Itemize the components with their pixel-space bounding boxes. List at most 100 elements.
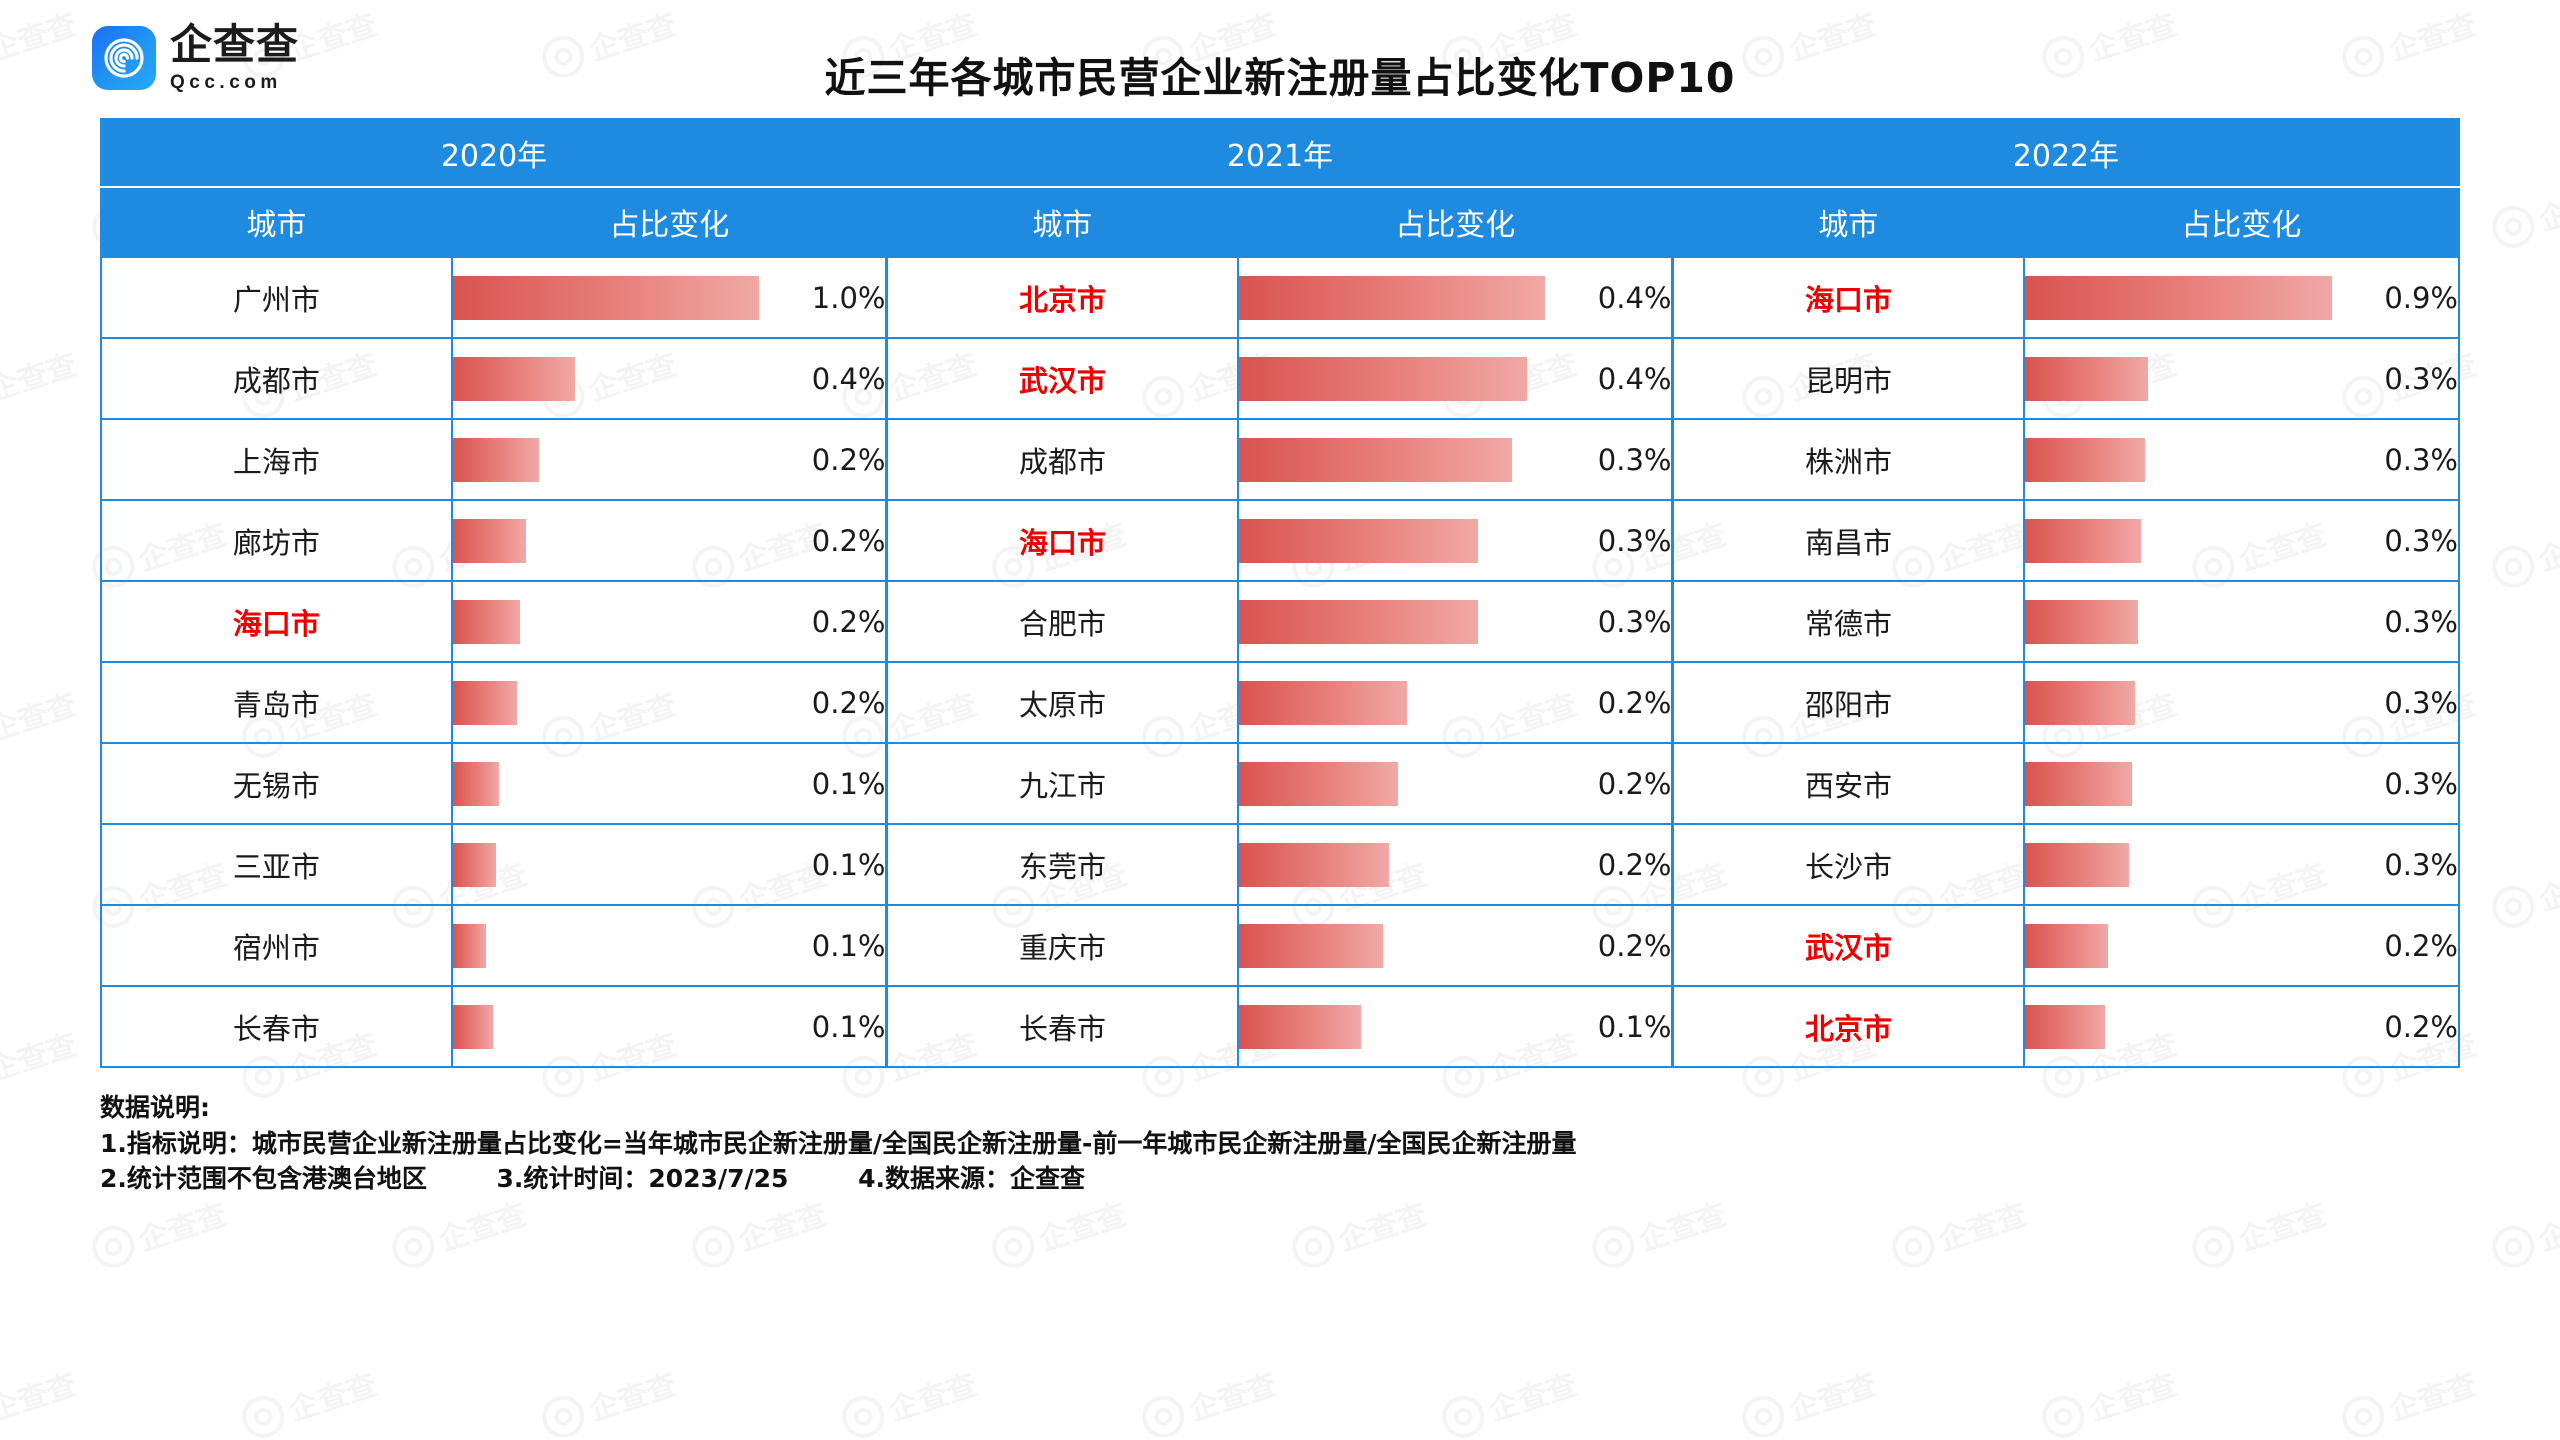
change-value: 0.3%	[2384, 766, 2458, 801]
city-name: 海口市	[1671, 256, 2025, 339]
city-name: 廊坊市	[100, 499, 453, 582]
change-bar-cell: 0.4%	[1236, 256, 1674, 339]
change-bar-cell: 0.4%	[450, 337, 888, 420]
value-bar	[1238, 761, 1399, 806]
watermark: 企查查	[1736, 1360, 1882, 1440]
value-bar	[1238, 1004, 1362, 1049]
change-bar-cell: 0.3%	[2022, 418, 2461, 501]
bar-track	[1238, 501, 1546, 580]
change-value: 0.3%	[1597, 523, 1672, 558]
col-header-change-2022: 占比变化	[2022, 186, 2461, 258]
change-value: 0.2%	[811, 604, 886, 639]
watermark: 企查查	[686, 1190, 832, 1274]
change-value: 0.3%	[1597, 442, 1672, 477]
change-value: 0.2%	[811, 523, 886, 558]
change-bar-cell: 0.2%	[2022, 904, 2461, 987]
watermark: 企查查	[0, 1360, 81, 1440]
year-header-2022: 2022年	[1671, 118, 2461, 188]
watermark: 企查查	[2486, 1190, 2560, 1274]
bar-track	[2024, 339, 2332, 418]
city-name: 西安市	[1671, 742, 2025, 825]
city-name: 长春市	[885, 985, 1239, 1068]
bar-track	[1238, 825, 1546, 904]
year-header-row: 2020年 2021年 2022年	[100, 118, 2461, 188]
city-name: 长沙市	[1671, 823, 2025, 906]
change-value: 0.3%	[2384, 442, 2458, 477]
change-bar-cell: 0.4%	[1236, 337, 1674, 420]
change-value: 0.2%	[811, 685, 886, 720]
city-name: 武汉市	[1671, 904, 2025, 987]
watermark: 企查查	[1436, 1360, 1582, 1440]
change-bar-cell: 0.9%	[2022, 256, 2461, 339]
value-bar	[1238, 923, 1383, 968]
bar-track	[452, 501, 760, 580]
watermark: 企查查	[1886, 1190, 2032, 1274]
bar-track	[1238, 582, 1546, 661]
bar-track	[452, 339, 760, 418]
watermark: 企查查	[2486, 850, 2560, 934]
city-name: 株洲市	[1671, 418, 2025, 501]
change-value: 0.9%	[2384, 280, 2458, 315]
bar-track	[452, 744, 760, 823]
change-value: 0.2%	[1597, 928, 1672, 963]
value-bar	[452, 761, 499, 806]
watermark: 企查查	[0, 340, 81, 424]
bar-track	[1238, 663, 1546, 742]
brand-logo[interactable]: 企查查 Qcc.com	[92, 24, 299, 92]
table-row: 宿州市 0.1% 重庆市 0.2% 武汉市 0.2%	[100, 904, 2461, 987]
value-bar	[452, 842, 496, 887]
value-bar	[2024, 437, 2145, 482]
change-value: 0.2%	[811, 442, 886, 477]
change-bar-cell: 0.3%	[2022, 580, 2461, 663]
value-bar	[452, 518, 527, 563]
table-row: 无锡市 0.1% 九江市 0.2% 西安市 0.3%	[100, 742, 2461, 825]
bar-track	[452, 420, 760, 499]
footnote-heading: 数据说明:	[100, 1093, 210, 1122]
change-bar-cell: 0.3%	[2022, 823, 2461, 906]
change-bar-cell: 0.2%	[2022, 985, 2461, 1068]
change-bar-cell: 0.3%	[2022, 742, 2461, 825]
value-bar	[452, 1004, 493, 1049]
change-bar-cell: 0.2%	[450, 661, 888, 744]
change-value: 1.0%	[811, 280, 886, 315]
watermark: 企查查	[2186, 1190, 2332, 1274]
bar-track	[2024, 906, 2332, 985]
watermark: 企查查	[536, 1360, 682, 1440]
table-head: 2020年 2021年 2022年 城市 占比变化 城市 占比变化 城市 占比变…	[100, 118, 2461, 258]
value-bar	[2024, 761, 2133, 806]
change-value: 0.2%	[2384, 1009, 2458, 1044]
watermark: 企查查	[236, 1360, 382, 1440]
watermark: 企查查	[0, 1020, 81, 1104]
city-name: 成都市	[100, 337, 453, 420]
value-bar	[1238, 842, 1389, 887]
value-bar	[452, 680, 518, 725]
city-name: 常德市	[1671, 580, 2025, 663]
bar-track	[1238, 420, 1546, 499]
watermark: 企查查	[2486, 510, 2560, 594]
brand-name-cn: 企查查	[170, 20, 300, 69]
column-header-row: 城市 占比变化 城市 占比变化 城市 占比变化	[100, 186, 2461, 258]
value-bar	[452, 923, 487, 968]
bar-track	[452, 663, 760, 742]
bar-track	[1238, 744, 1546, 823]
watermark: 企查查	[1286, 1190, 1432, 1274]
value-bar	[2024, 275, 2332, 320]
bar-track	[2024, 744, 2332, 823]
change-value: 0.2%	[2384, 928, 2458, 963]
change-bar-cell: 0.2%	[450, 418, 888, 501]
bar-track	[452, 258, 760, 337]
brand-name-en: Qcc.com	[170, 72, 282, 93]
col-header-change-2021: 占比变化	[1236, 186, 1674, 258]
change-value: 0.1%	[811, 847, 886, 882]
watermark: 企查查	[86, 1190, 232, 1274]
change-value: 0.1%	[811, 928, 886, 963]
value-bar	[1238, 275, 1546, 320]
city-name: 东莞市	[885, 823, 1239, 906]
footnote-line-1: 1.指标说明：城市民营企业新注册量占比变化=当年城市民企新注册量/全国民企新注册…	[100, 1128, 1577, 1158]
change-value: 0.2%	[1597, 847, 1672, 882]
change-bar-cell: 0.2%	[450, 499, 888, 582]
change-value: 0.2%	[1597, 766, 1672, 801]
table-body: 广州市 1.0% 北京市 0.4% 海口市 0.9% 成都市 0.4% 武汉市 0.4% 昆明市 0.…	[100, 256, 2461, 1068]
change-value: 0.1%	[811, 1009, 886, 1044]
watermark: 企查查	[2486, 170, 2560, 254]
